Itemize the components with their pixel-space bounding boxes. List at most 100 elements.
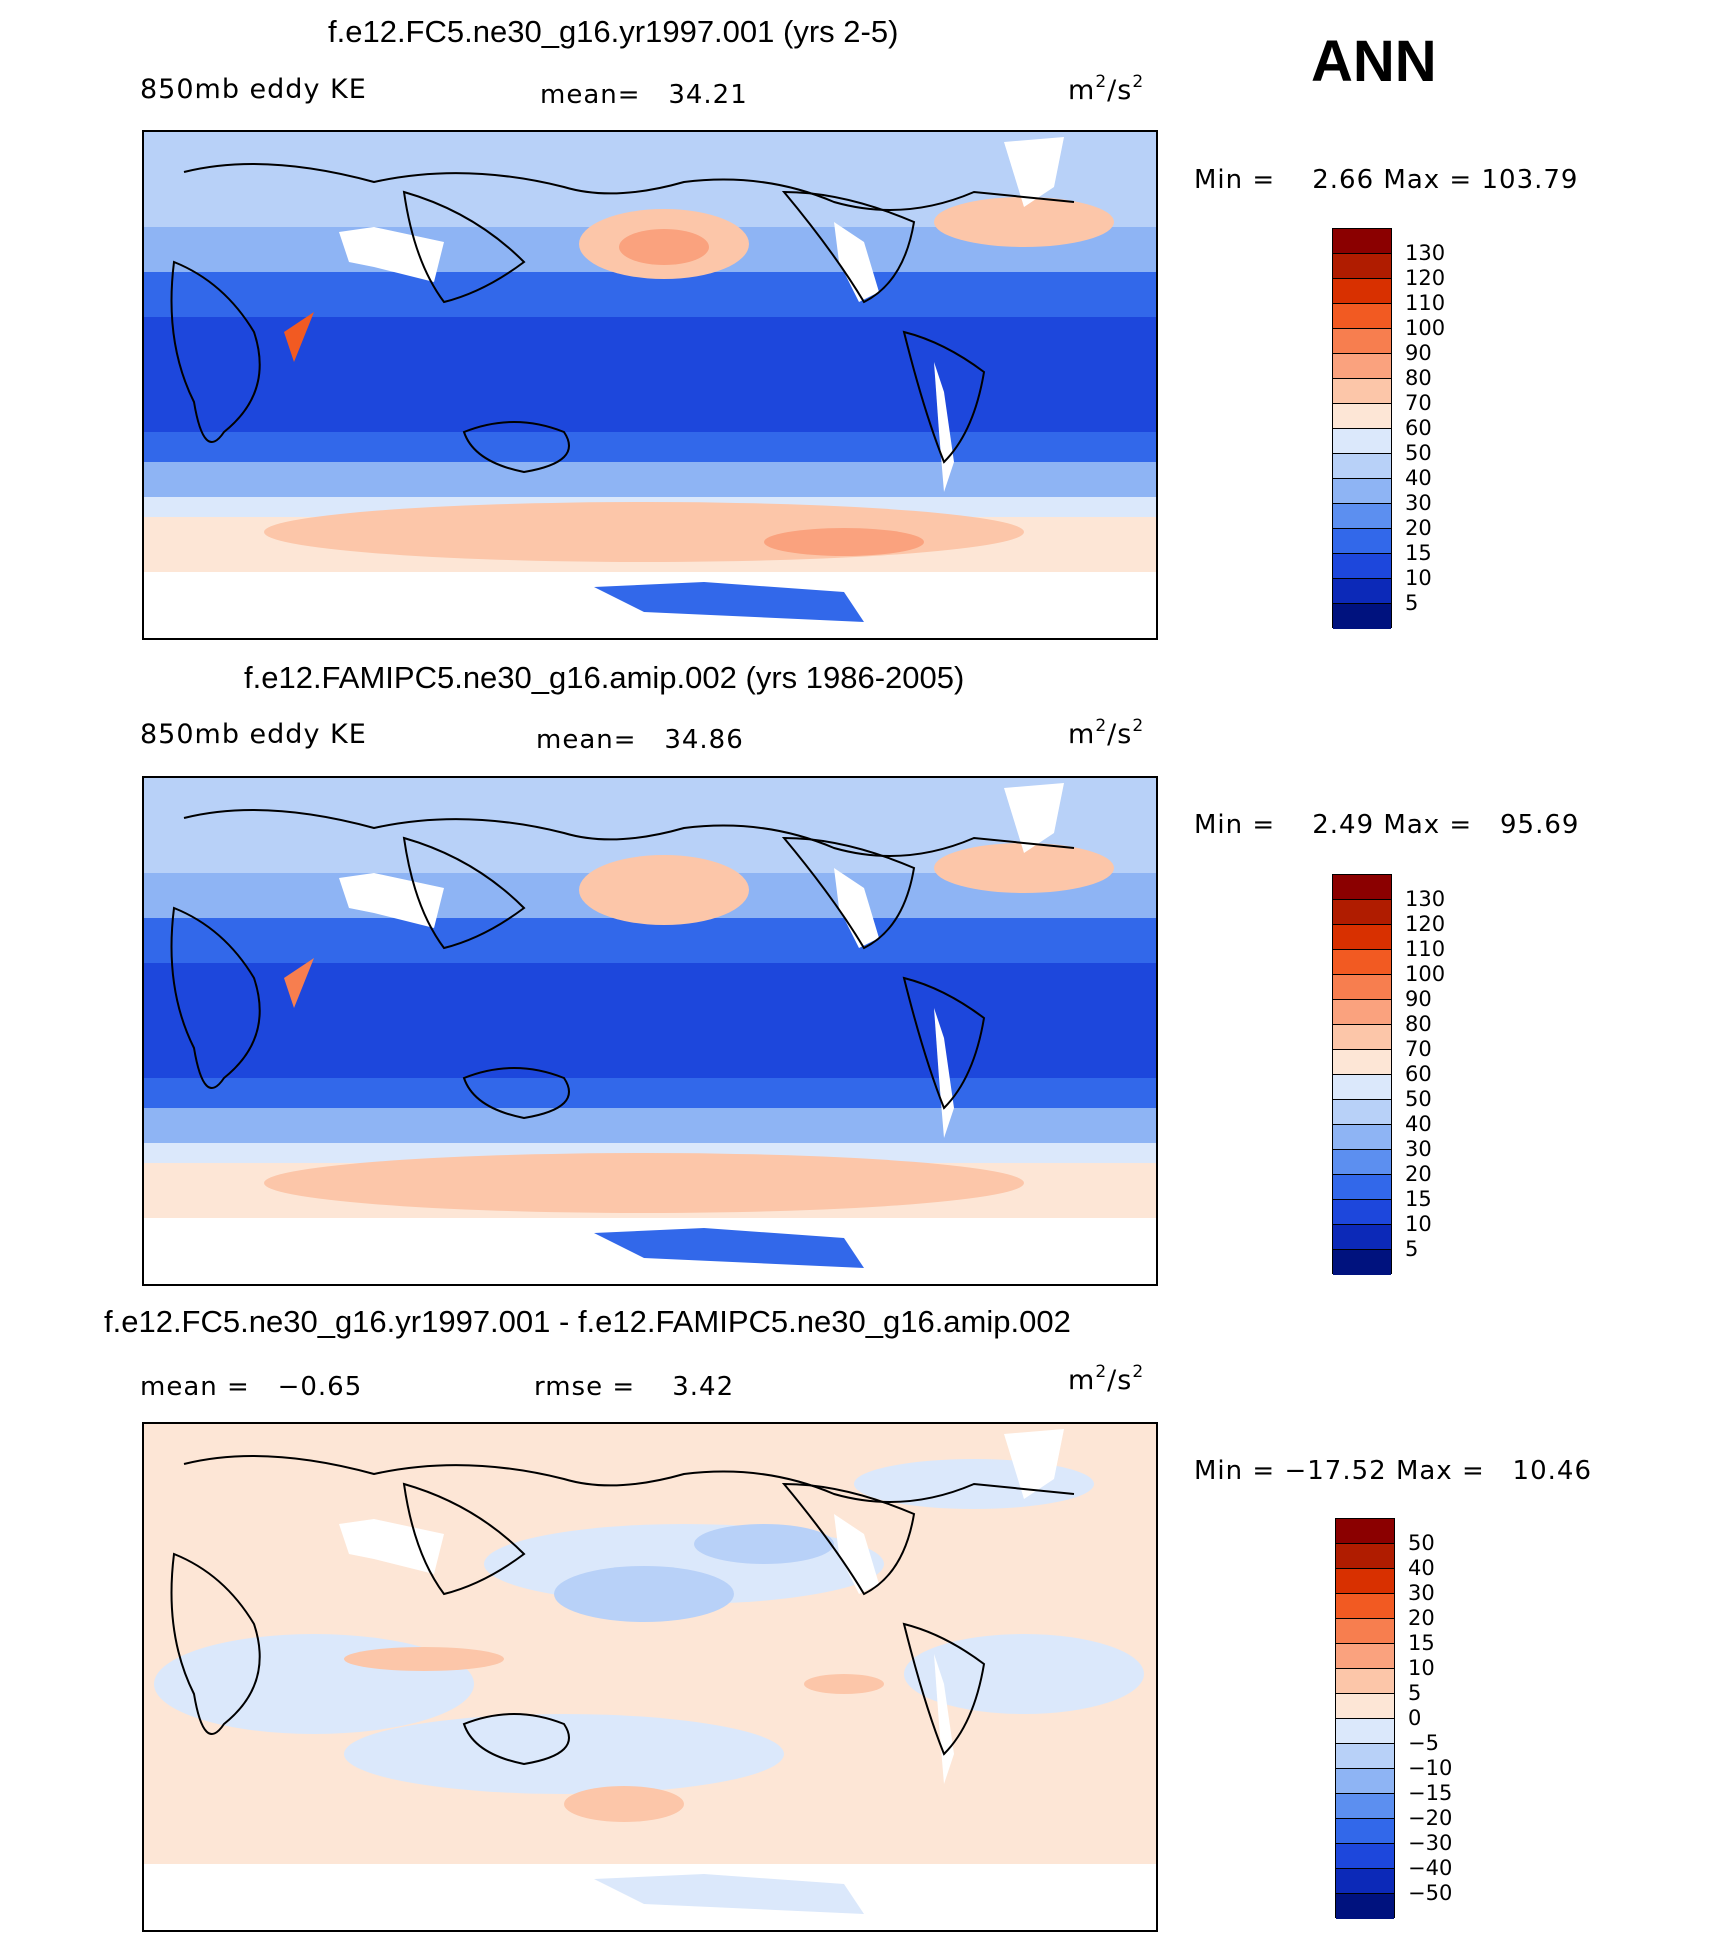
colorbar-label: 10 — [1405, 1212, 1432, 1236]
colorbar-label: 50 — [1405, 1087, 1432, 1111]
colorbar-label: 40 — [1405, 466, 1432, 490]
colorbar-label: 15 — [1405, 1187, 1432, 1211]
panel3-colorbar — [1335, 1518, 1395, 1919]
colorbar-label: 20 — [1405, 516, 1432, 540]
colorbar-box — [1333, 579, 1391, 604]
panel3-rmse-value: 3.42 — [672, 1372, 735, 1402]
colorbar-box — [1336, 1719, 1394, 1744]
colorbar-box — [1336, 1869, 1394, 1894]
colorbar-box — [1333, 404, 1391, 429]
colorbar-label: 15 — [1405, 541, 1432, 565]
colorbar-box — [1333, 1050, 1391, 1075]
colorbar-label: 30 — [1405, 1137, 1432, 1161]
colorbar-label: 40 — [1408, 1556, 1435, 1580]
panel2-min-value: 2.49 — [1312, 810, 1375, 840]
panel3-units: m2/s2 — [1068, 1362, 1145, 1396]
colorbar-box — [1333, 304, 1391, 329]
colorbar-box — [1336, 1794, 1394, 1819]
colorbar-label: 110 — [1405, 937, 1446, 961]
colorbar-box — [1333, 1175, 1391, 1200]
colorbar-box — [1333, 454, 1391, 479]
colorbar-box — [1333, 529, 1391, 554]
colorbar-box — [1336, 1619, 1394, 1644]
panel1-min-label: Min = — [1194, 165, 1276, 195]
panel1-mean: mean= 34.21 — [540, 80, 748, 110]
panel1-max-value: 103.79 — [1481, 165, 1579, 195]
panel2-min-label: Min = — [1194, 810, 1276, 840]
colorbar-label: 5 — [1408, 1681, 1422, 1705]
panel2-max-value: 95.69 — [1500, 810, 1580, 840]
colorbar-box — [1333, 554, 1391, 579]
colorbar-box — [1333, 1150, 1391, 1175]
colorbar-box — [1333, 925, 1391, 950]
colorbar-box — [1333, 900, 1391, 925]
colorbar-box — [1333, 1250, 1391, 1275]
colorbar-label: 50 — [1408, 1531, 1435, 1555]
colorbar-box — [1333, 1125, 1391, 1150]
panel3-mean: mean = −0.65 — [140, 1372, 362, 1402]
panel1-mean-value: 34.21 — [668, 80, 748, 110]
colorbar-label: −5 — [1408, 1731, 1439, 1755]
colorbar-box — [1333, 229, 1391, 254]
panel3-mean-value: −0.65 — [277, 1372, 363, 1402]
colorbar-box — [1336, 1519, 1394, 1544]
season-label: ANN — [1311, 29, 1437, 94]
colorbar-label: 80 — [1405, 1012, 1432, 1036]
colorbar-box — [1336, 1594, 1394, 1619]
colorbar-label: 60 — [1405, 1062, 1432, 1086]
colorbar-label: 120 — [1405, 266, 1446, 290]
panel3-map — [142, 1422, 1158, 1932]
colorbar-box — [1336, 1694, 1394, 1719]
colorbar-box — [1333, 1225, 1391, 1250]
panel2-max-label: Max = — [1383, 810, 1473, 840]
colorbar-label: 30 — [1408, 1581, 1435, 1605]
colorbar-box — [1333, 1025, 1391, 1050]
colorbar-box — [1336, 1819, 1394, 1844]
colorbar-box — [1333, 875, 1391, 900]
panel1-title: f.e12.FC5.ne30_g16.yr1997.001 (yrs 2-5) — [328, 14, 899, 49]
colorbar-label: 70 — [1405, 391, 1432, 415]
colorbar-label: 30 — [1405, 491, 1432, 515]
panel2-minmax: Min = 2.49 Max = 95.69 — [1194, 810, 1579, 840]
panel1-max-label: Max = — [1383, 165, 1473, 195]
colorbar-box — [1333, 975, 1391, 1000]
panel2-map — [142, 776, 1158, 1286]
colorbar-label: 0 — [1408, 1706, 1422, 1730]
colorbar-box — [1336, 1744, 1394, 1769]
panel3-max-label: Max = — [1395, 1456, 1485, 1486]
colorbar-label: 100 — [1405, 316, 1446, 340]
colorbar-label: 130 — [1405, 887, 1446, 911]
panel1-colorbar — [1332, 228, 1392, 629]
panel3-mean-label: mean = — [140, 1372, 250, 1402]
colorbar-label: 20 — [1408, 1606, 1435, 1630]
colorbar-box — [1336, 1569, 1394, 1594]
colorbar-box — [1333, 1200, 1391, 1225]
colorbar-label: 15 — [1408, 1631, 1435, 1655]
colorbar-box — [1336, 1644, 1394, 1669]
panel3-title: f.e12.FC5.ne30_g16.yr1997.001 - f.e12.FA… — [104, 1304, 1071, 1339]
panel2-colorbar — [1332, 874, 1392, 1275]
panel2-variable-label: 850mb eddy KE — [140, 719, 367, 750]
colorbar-label: 120 — [1405, 912, 1446, 936]
colorbar-label: −10 — [1408, 1756, 1453, 1780]
colorbar-label: −20 — [1408, 1806, 1453, 1830]
colorbar-label: 70 — [1405, 1037, 1432, 1061]
colorbar-label: 10 — [1405, 566, 1432, 590]
colorbar-box — [1336, 1769, 1394, 1794]
colorbar-label: 40 — [1405, 1112, 1432, 1136]
colorbar-label: 90 — [1405, 341, 1432, 365]
colorbar-box — [1333, 1075, 1391, 1100]
panel3-max-value: 10.46 — [1512, 1456, 1592, 1486]
colorbar-box — [1333, 254, 1391, 279]
panel2-units: m2/s2 — [1068, 716, 1145, 750]
colorbar-label: 130 — [1405, 241, 1446, 265]
panel3-min-label: Min = — [1194, 1456, 1276, 1486]
panel1-minmax: Min = 2.66 Max = 103.79 — [1194, 165, 1578, 195]
panel3-minmax: Min = −17.52 Max = 10.46 — [1194, 1456, 1592, 1486]
colorbar-box — [1333, 354, 1391, 379]
panel1-map — [142, 130, 1158, 640]
colorbar-label: 50 — [1405, 441, 1432, 465]
colorbar-box — [1336, 1544, 1394, 1569]
panel2-mean-value: 34.86 — [664, 725, 744, 755]
panel1-min-value: 2.66 — [1312, 165, 1375, 195]
